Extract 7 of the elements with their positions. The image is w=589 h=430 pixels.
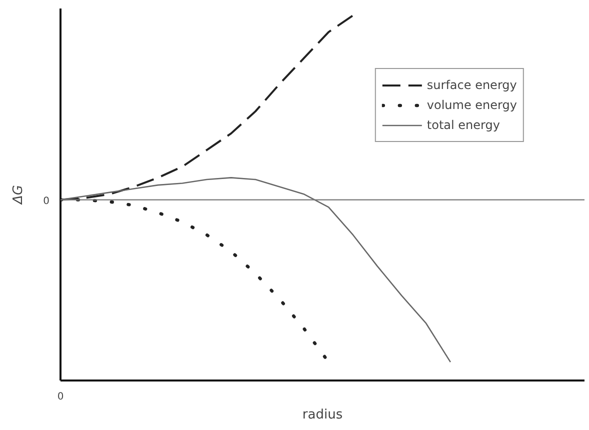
text: 0: [57, 392, 64, 402]
y-axis-title: ΔG: [11, 185, 26, 205]
legend-label: volume energy: [426, 98, 517, 112]
ref-line-label: 0: [43, 196, 50, 207]
x-axis-title: radius: [302, 408, 343, 422]
legend-label: surface energy: [426, 78, 517, 92]
legend-label: total energy: [426, 118, 500, 132]
